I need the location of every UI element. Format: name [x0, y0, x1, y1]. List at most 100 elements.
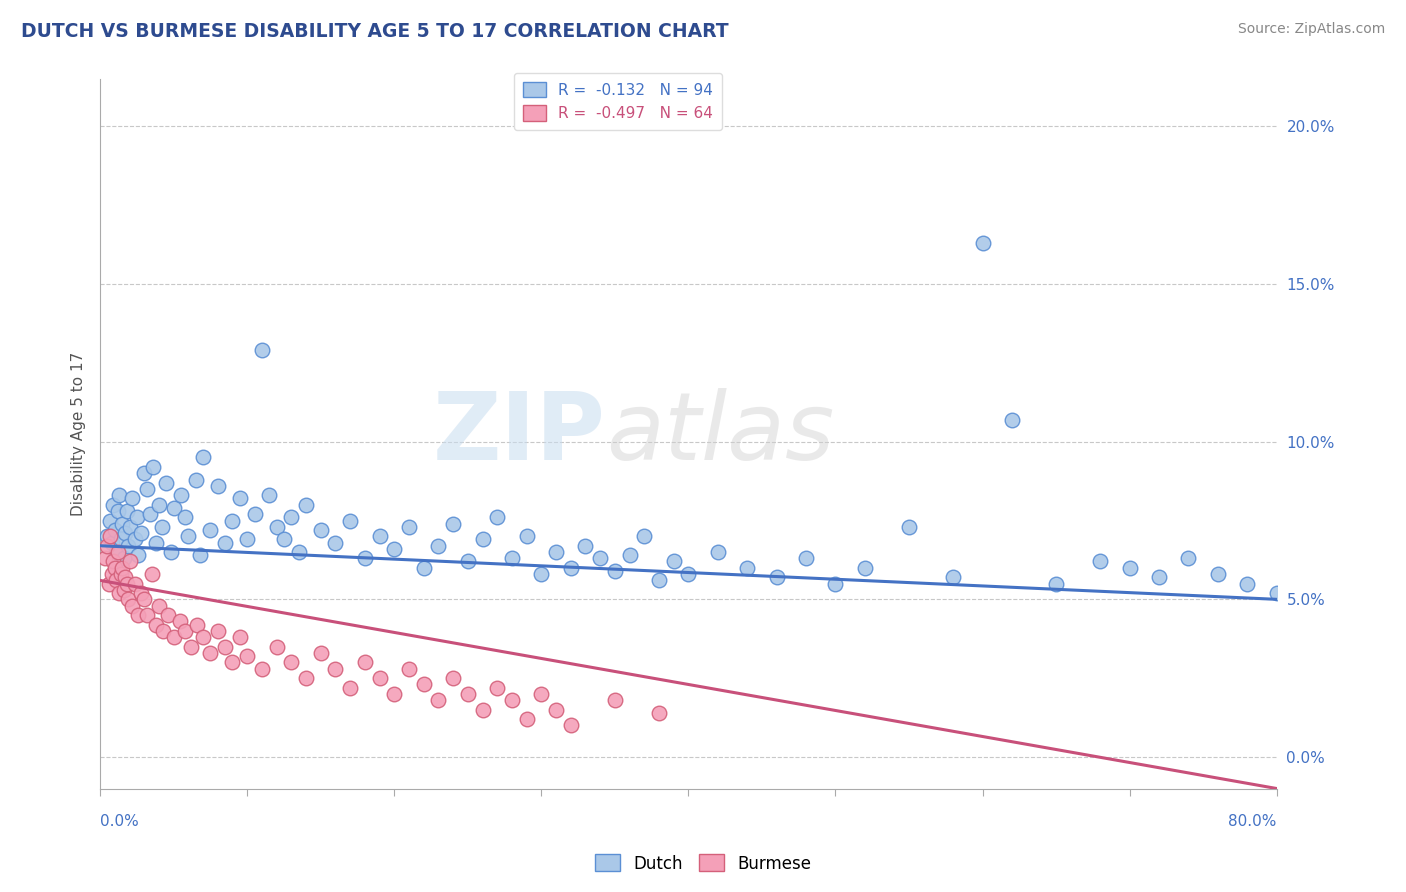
Point [544, 545, 567, 559]
Point [530, 567, 553, 582]
Point [501, 551, 523, 566]
Point [853, 561, 876, 575]
Point [110, 533, 132, 547]
Point [603, 693, 626, 707]
Point [136, 608, 159, 623]
Point [200, 646, 222, 660]
Point [221, 514, 243, 528]
Point [648, 574, 671, 588]
Point [115, 576, 138, 591]
Point [295, 671, 318, 685]
Point [112, 551, 135, 566]
Point [100, 514, 122, 528]
Point [108, 488, 131, 502]
Text: 80.0%: 80.0% [1229, 814, 1277, 829]
Point [236, 649, 259, 664]
Point [121, 491, 143, 506]
Point [186, 617, 208, 632]
Point [180, 640, 202, 654]
Point [169, 615, 191, 629]
Point [104, 523, 127, 537]
Point [339, 681, 361, 695]
Point [93, 551, 115, 566]
Point [765, 570, 787, 584]
Point [155, 475, 177, 490]
Point [131, 586, 153, 600]
Point [101, 535, 124, 549]
Point [111, 516, 134, 531]
Point [188, 548, 211, 562]
Point [115, 504, 138, 518]
Point [1045, 576, 1067, 591]
Point [339, 514, 361, 528]
Point [544, 703, 567, 717]
Point [221, 656, 243, 670]
Point [259, 488, 281, 502]
Point [200, 523, 222, 537]
Point [398, 520, 420, 534]
Point [560, 718, 582, 732]
Point [207, 624, 229, 638]
Point [1177, 551, 1199, 566]
Point [574, 539, 596, 553]
Point [134, 592, 156, 607]
Point [184, 473, 207, 487]
Point [794, 551, 817, 566]
Point [114, 526, 136, 541]
Point [127, 608, 149, 623]
Point [1118, 561, 1140, 575]
Point [207, 479, 229, 493]
Text: DUTCH VS BURMESE DISABILITY AGE 5 TO 17 CORRELATION CHART: DUTCH VS BURMESE DISABILITY AGE 5 TO 17 … [21, 22, 728, 41]
Point [97, 576, 120, 591]
Point [103, 554, 125, 568]
Point [124, 533, 146, 547]
Point [170, 488, 193, 502]
Point [96, 529, 118, 543]
Point [163, 630, 186, 644]
Point [134, 467, 156, 481]
Point [96, 539, 118, 553]
Point [150, 520, 173, 534]
Point [136, 482, 159, 496]
Point [117, 592, 139, 607]
Point [229, 630, 252, 644]
Point [114, 570, 136, 584]
Point [104, 561, 127, 575]
Point [486, 510, 509, 524]
Point [368, 529, 391, 543]
Point [159, 545, 181, 559]
Point [174, 624, 197, 638]
Point [152, 624, 174, 638]
Point [619, 548, 641, 562]
Point [412, 677, 434, 691]
Point [353, 656, 375, 670]
Point [163, 500, 186, 515]
Y-axis label: Disability Age 5 to 17: Disability Age 5 to 17 [72, 351, 86, 516]
Point [101, 567, 124, 582]
Point [309, 523, 332, 537]
Point [412, 561, 434, 575]
Point [427, 693, 450, 707]
Point [1236, 576, 1258, 591]
Point [325, 535, 347, 549]
Point [560, 561, 582, 575]
Point [427, 539, 450, 553]
Point [191, 630, 214, 644]
Point [131, 526, 153, 541]
Point [516, 712, 538, 726]
Point [121, 599, 143, 613]
Point [1265, 586, 1288, 600]
Point [1206, 567, 1229, 582]
Legend: R =  -0.132   N = 94, R =  -0.497   N = 64: R = -0.132 N = 94, R = -0.497 N = 64 [513, 72, 721, 130]
Point [735, 561, 758, 575]
Point [118, 554, 141, 568]
Point [309, 646, 332, 660]
Point [236, 533, 259, 547]
Point [501, 693, 523, 707]
Point [1001, 412, 1024, 426]
Point [530, 687, 553, 701]
Point [972, 235, 994, 250]
Point [441, 671, 464, 685]
Point [117, 539, 139, 553]
Point [266, 640, 288, 654]
